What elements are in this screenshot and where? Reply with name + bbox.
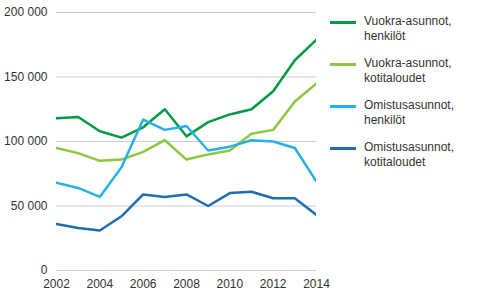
svg-text:200 000: 200 000 bbox=[4, 5, 48, 19]
svg-text:100 000: 100 000 bbox=[4, 134, 48, 148]
svg-text:150 000: 150 000 bbox=[4, 70, 48, 84]
svg-text:50 000: 50 000 bbox=[11, 199, 48, 213]
svg-text:2004: 2004 bbox=[86, 277, 113, 291]
html-text:Omistusasunnot, kotitaloudet: Omistusasunnot, kotitaloudet bbox=[364, 140, 454, 169]
svg-text:2002: 2002 bbox=[43, 277, 70, 291]
svg-text:2006: 2006 bbox=[130, 277, 157, 291]
svg-text:2008: 2008 bbox=[173, 277, 200, 291]
svg-text:2012: 2012 bbox=[260, 277, 287, 291]
html-text:Vuokra-asunnot, henkilöt: Vuokra-asunnot, henkilöt bbox=[364, 14, 452, 43]
svg-text:2014: 2014 bbox=[303, 277, 330, 291]
html-text:Vuokra-asunnot, kotitaloudet: Vuokra-asunnot, kotitaloudet bbox=[364, 56, 452, 85]
svg-text:0: 0 bbox=[41, 263, 48, 277]
svg-text:2010: 2010 bbox=[216, 277, 243, 291]
html-text:Omistusasunnot, henkilöt: Omistusasunnot, henkilöt bbox=[364, 98, 454, 127]
